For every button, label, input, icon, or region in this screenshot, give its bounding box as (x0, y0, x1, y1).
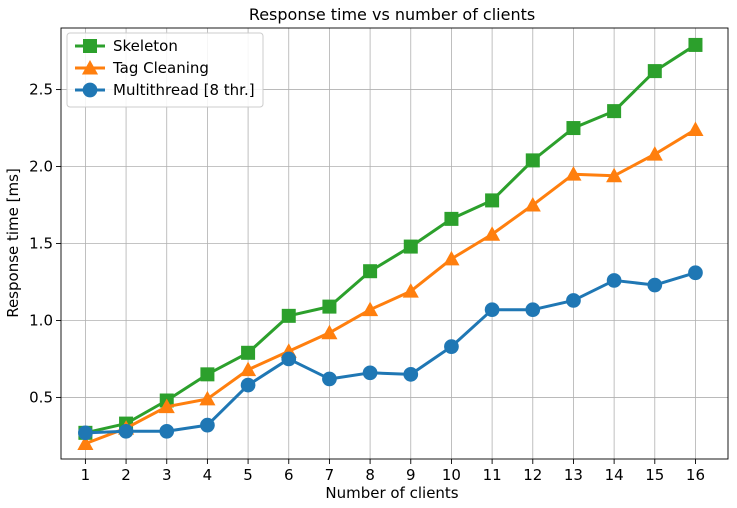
x-tick-label: 12 (523, 466, 542, 484)
data-point-skeleton (485, 193, 500, 208)
data-point-skeleton (525, 153, 540, 168)
data-point-skeleton (647, 64, 662, 79)
data-point-multithread-8-thr (118, 423, 134, 439)
data-point-skeleton (444, 211, 459, 226)
x-axis-label: Number of clients (325, 484, 458, 502)
x-tick-label: 6 (284, 466, 294, 484)
data-point-tag-cleaning (240, 361, 257, 377)
data-point-tag-cleaning (443, 250, 460, 266)
data-point-tag-cleaning (646, 146, 663, 161)
data-point-tag-cleaning (606, 167, 623, 183)
data-point-skeleton (281, 308, 296, 323)
data-point-skeleton (241, 345, 256, 360)
legend-item-multithread-8-thr: Multithread [8 thr.] (75, 81, 255, 99)
legend-marker (83, 39, 97, 53)
x-tick-label: 4 (203, 466, 213, 484)
data-point-tag-cleaning (687, 121, 704, 137)
x-tick-label: 15 (645, 466, 664, 484)
y-tick-label: 0.5 (29, 388, 53, 406)
data-point-multithread-8-thr (647, 277, 663, 293)
data-point-tag-cleaning (565, 166, 582, 181)
data-point-skeleton (363, 264, 378, 279)
data-point-tag-cleaning (321, 324, 338, 340)
data-point-skeleton (200, 367, 215, 382)
series-tag-cleaning (77, 121, 704, 451)
legend-label: Tag Cleaning (112, 59, 209, 77)
axis-ticks: 1 2 3 4 5 6 7 8 9 10 11 12 13 14 15 160.51.01.52.02.5 (29, 81, 705, 484)
x-tick-label: 1 (81, 466, 91, 484)
y-tick-label: 2.0 (29, 158, 53, 176)
data-point-multithread-8-thr (78, 425, 93, 441)
data-point-multithread-8-thr (281, 351, 297, 367)
x-tick-label: 16 (686, 466, 705, 484)
data-point-multithread-8-thr (159, 423, 175, 439)
y-tick-label: 2.5 (29, 81, 53, 99)
legend-marker (81, 59, 99, 75)
data-point-skeleton (403, 239, 418, 254)
x-tick-label: 2 (121, 466, 131, 484)
x-tick-label: 13 (564, 466, 583, 484)
data-point-multithread-8-thr (403, 366, 419, 382)
data-point-tag-cleaning (402, 283, 419, 298)
data-point-multithread-8-thr (484, 302, 500, 318)
data-point-skeleton (607, 104, 622, 119)
x-tick-label: 8 (365, 466, 375, 484)
x-tick-label: 5 (243, 466, 253, 484)
data-point-multithread-8-thr (525, 302, 541, 318)
x-tick-label: 10 (442, 466, 461, 484)
legend-box (66, 32, 264, 108)
x-tick-label: 11 (483, 466, 502, 484)
data-point-skeleton (566, 121, 581, 136)
data-point-tag-cleaning (77, 435, 94, 451)
data-point-multithread-8-thr (322, 371, 337, 387)
series-line-multithread-8-thr (85, 271, 696, 435)
series-group (77, 37, 704, 451)
data-point-tag-cleaning (524, 196, 541, 212)
x-tick-label: 3 (162, 466, 172, 484)
legend-marker (82, 82, 98, 98)
x-tick-label: 7 (325, 466, 335, 484)
data-point-multithread-8-thr (566, 293, 581, 308)
data-point-skeleton (322, 299, 337, 314)
grid (61, 28, 728, 459)
chart-title: Response time vs number of clients (249, 5, 535, 24)
y-tick-label: 1.0 (29, 311, 53, 329)
series-line-skeleton (85, 43, 697, 435)
data-point-multithread-8-thr (688, 265, 703, 281)
data-point-multithread-8-thr (606, 273, 622, 288)
legend-item-skeleton: Skeleton (75, 37, 178, 55)
series-multithread-8-thr (78, 265, 703, 441)
data-point-multithread-8-thr (362, 365, 378, 381)
legend-label: Multithread [8 thr.] (113, 81, 255, 99)
legend: Skeleton Tag Cleaning Multithread [8 thr.] (66, 32, 264, 108)
data-point-tag-cleaning (484, 226, 501, 241)
data-point-multithread-8-thr (240, 377, 256, 393)
series-line-tag-cleaning (84, 128, 697, 446)
y-tick-label: 1.5 (29, 235, 53, 253)
legend-item-tag-cleaning: Tag Cleaning (75, 59, 209, 77)
data-point-tag-cleaning (199, 390, 216, 406)
x-tick-label: 9 (406, 466, 416, 484)
x-tick-label: 14 (605, 466, 624, 484)
y-axis-label: Response time [ms] (4, 168, 22, 318)
data-point-tag-cleaning (158, 398, 175, 414)
legend-label: Skeleton (113, 37, 178, 55)
data-point-multithread-8-thr (444, 339, 459, 354)
data-point-tag-cleaning (362, 301, 379, 317)
data-point-skeleton (688, 37, 703, 52)
data-point-multithread-8-thr (200, 417, 215, 433)
